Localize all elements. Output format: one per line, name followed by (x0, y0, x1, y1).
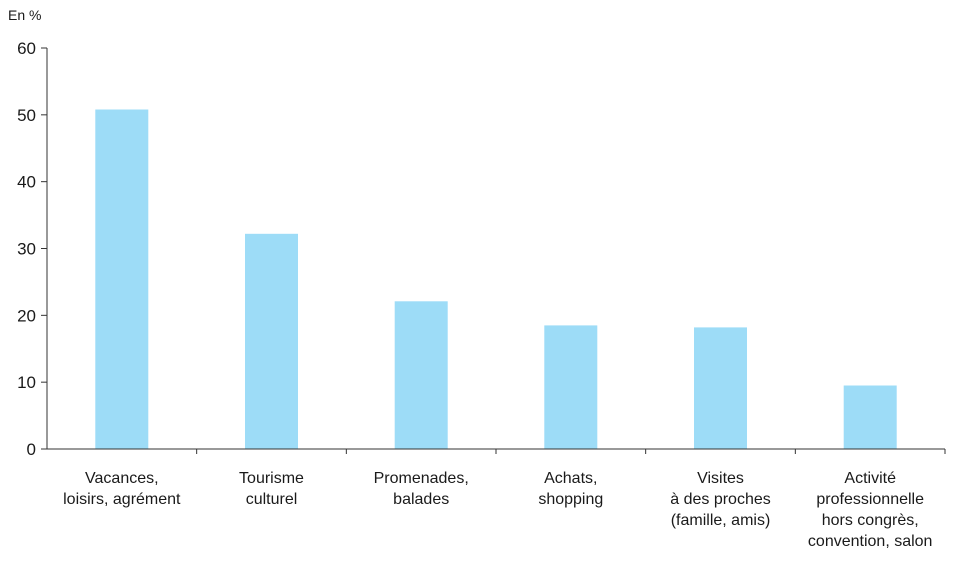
x-category-label-line: à des proches (670, 491, 771, 508)
x-category-label-line: shopping (538, 491, 603, 508)
x-category-label: Activité professionnelle hors congrès, conv… (808, 470, 933, 550)
x-category-label-line: loisirs, agrément (63, 491, 181, 508)
x-category-label: Promenades, balades (374, 470, 469, 508)
y-tick-label: 40 (17, 173, 36, 192)
x-category-label: Achats, shopping (538, 470, 603, 508)
x-category-label-line: hors congrès, (822, 512, 919, 529)
x-category-label-line: culturel (246, 491, 298, 508)
bar (694, 327, 747, 449)
x-axis: Vacances, loisirs, agrément Tourisme cultur… (47, 448, 946, 550)
bar (843, 385, 897, 449)
y-tick-label: 20 (17, 306, 36, 325)
y-tick-label: 30 (17, 240, 36, 259)
bars (95, 109, 897, 449)
x-category-label: Visites à des proches (famille, amis) (670, 470, 771, 529)
x-category-label-line: Achats, (544, 470, 597, 487)
x-category-label-line: Vacances, (85, 470, 159, 487)
x-category-label: Vacances, loisirs, agrément (63, 470, 181, 508)
bar (394, 301, 448, 449)
bar (245, 233, 298, 449)
x-category-label-line: Tourisme (239, 470, 304, 487)
y-tick-label: 10 (17, 373, 36, 392)
y-tick-label: 50 (17, 106, 36, 125)
y-tick-label: 0 (27, 440, 36, 459)
x-category-label: Tourisme culturel (239, 470, 304, 508)
x-category-label-line: Activité (844, 470, 896, 487)
x-category-label-line: Promenades, (374, 470, 469, 487)
y-axis: 0 10 20 30 40 50 60 (17, 39, 48, 459)
x-category-label-line: professionnelle (816, 491, 924, 508)
unit-label: En % (8, 7, 41, 23)
bar (544, 325, 598, 449)
x-category-label-line: balades (393, 491, 449, 508)
y-tick-label: 60 (17, 39, 36, 58)
bar (95, 109, 149, 449)
x-category-label-line: (famille, amis) (671, 512, 771, 529)
x-category-label-line: convention, salon (808, 533, 933, 550)
x-category-label-line: Visites (697, 470, 744, 487)
